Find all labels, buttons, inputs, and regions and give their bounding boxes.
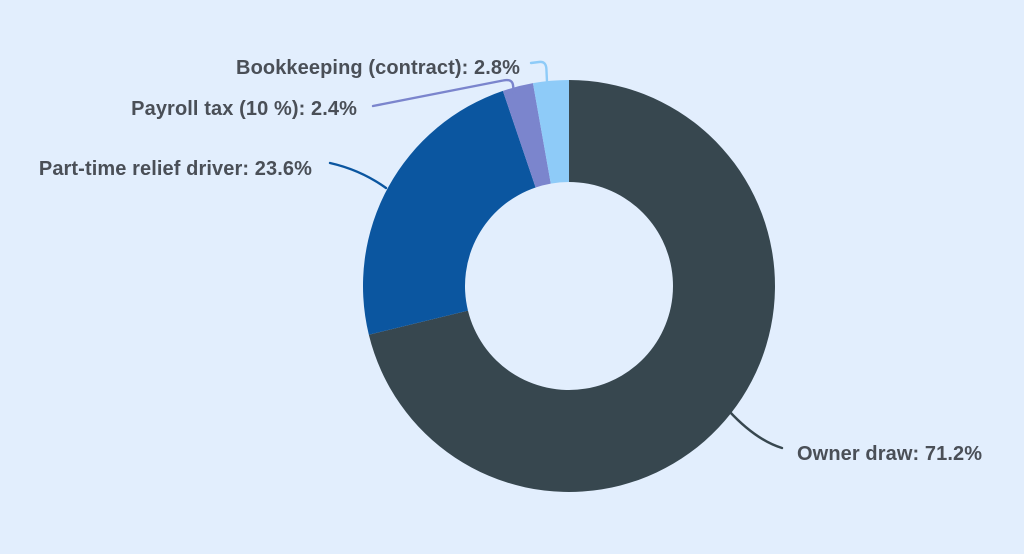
slice-label-owner: Owner draw: 71.2% bbox=[797, 443, 983, 465]
donut-slice-part-time-relief-driver[interactable] bbox=[362, 90, 536, 335]
leader-line-bookkeeping bbox=[529, 60, 549, 88]
donut-slice-bookkeeping-contract[interactable] bbox=[532, 80, 569, 184]
donut-slices bbox=[362, 80, 775, 492]
leader-line-payroll bbox=[371, 78, 516, 108]
donut-slice-owner-draw[interactable] bbox=[368, 80, 775, 492]
slice-label-parttime: Part-time relief driver: 23.6% bbox=[38, 158, 312, 180]
slice-label-bookkeeping: Bookkeeping (contract): 2.8% bbox=[236, 57, 520, 79]
slice-label-payroll: Payroll tax (10 %): 2.4% bbox=[131, 98, 357, 120]
leader-line-parttime bbox=[328, 161, 388, 190]
leader-lines bbox=[328, 60, 784, 450]
leader-line-owner bbox=[727, 409, 784, 450]
donut-slice-payroll-tax-10[interactable] bbox=[502, 83, 551, 188]
